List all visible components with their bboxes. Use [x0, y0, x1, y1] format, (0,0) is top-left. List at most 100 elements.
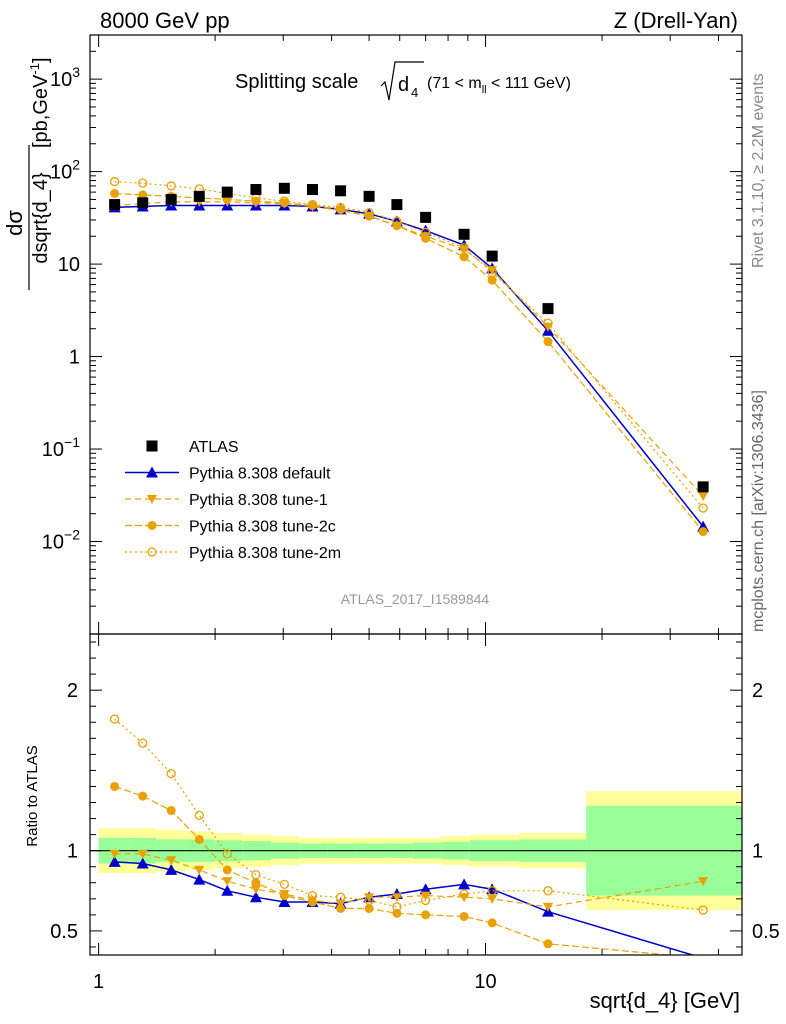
y-tick-label: 10−1	[42, 434, 80, 461]
ratio-point-tune2m	[459, 889, 469, 899]
title-range: (71 < mll < 111 GeV)	[427, 75, 571, 96]
main-point-tune2c	[459, 252, 469, 262]
ratio-point-tune2c	[459, 911, 469, 921]
main-point-atlas	[109, 199, 121, 211]
main-plot	[108, 176, 710, 537]
main-point-atlas	[420, 211, 432, 223]
ratio-point-default	[458, 878, 471, 890]
legend-entry-tune2c: Pythia 8.308 tune-2c	[125, 519, 336, 536]
ratio-point-tune2m	[279, 879, 290, 890]
ratio-series-tune2m	[109, 714, 708, 915]
ylabel-top: dσ	[2, 210, 27, 236]
main-point-atlas	[221, 186, 233, 198]
main-point-atlas	[542, 303, 554, 315]
ratio-point-tune2c	[336, 903, 346, 913]
ratio-point-tune2m	[543, 886, 553, 896]
main-series-atlas	[109, 182, 709, 493]
ratio-point-tune1	[391, 893, 402, 903]
ratio-point-tune2c	[110, 781, 120, 791]
ratio-y-tick-label: 1	[67, 841, 78, 863]
main-point-atlas	[486, 250, 498, 262]
ratio-point-tune1	[542, 902, 553, 912]
ratio-point-tune2c	[392, 908, 402, 918]
legend-marker-default	[146, 466, 158, 478]
ratio-point-default	[249, 891, 262, 903]
ratio-point-tune2m	[251, 870, 261, 880]
main-point-tune2m	[109, 176, 120, 187]
main-point-atlas	[306, 184, 318, 196]
ratio-point-default	[165, 863, 178, 875]
legend-entry-atlas: ATLAS	[146, 439, 239, 456]
ratio-point-default	[193, 873, 206, 885]
main-frame	[89, 34, 743, 635]
main-point-atlas	[193, 190, 205, 202]
main-series-tune2c	[110, 188, 708, 537]
legend-marker-tune2m	[147, 547, 157, 557]
legend-marker-tune2c	[147, 521, 157, 530]
y-tick-label: 103	[50, 64, 80, 91]
mcplots-label: mcplots.cern.ch [arXiv:1306.3436]	[750, 390, 767, 632]
ratio-point-tune1	[166, 856, 177, 866]
ratio-point-tune1	[364, 893, 375, 903]
x-tick-label: 1	[93, 971, 104, 993]
ratio-point-tune2c	[543, 939, 553, 949]
ratio-point-tune1	[222, 877, 233, 887]
y-tick-label: 10	[58, 254, 80, 276]
main-point-tune2c	[698, 527, 708, 537]
ratio-point-tune2c	[279, 891, 289, 901]
ratio-point-tune2c	[487, 918, 497, 928]
ratio-point-tune2m	[335, 892, 346, 902]
ratio-point-default	[136, 857, 149, 869]
ratio-point-tune2m	[392, 902, 402, 912]
main-point-tune2m	[307, 199, 318, 210]
y-tick-label: 1	[69, 347, 80, 369]
main-point-tune1	[698, 492, 709, 502]
y-tick-label: 102	[50, 157, 80, 184]
ratio-line-tune2c	[114, 785, 676, 955]
ratio-point-tune2m	[420, 895, 431, 906]
legend-label-tune2m: Pythia 8.308 tune-2m	[189, 545, 341, 562]
main-point-tune2c	[110, 188, 120, 198]
main-point-tune2c	[138, 190, 148, 200]
main-point-tune2c	[251, 196, 261, 206]
ratio-point-tune1	[487, 894, 498, 904]
ratio-point-default	[108, 855, 121, 867]
x-tick-label: 10	[474, 971, 496, 993]
ratio-point-tune2c	[138, 791, 148, 801]
legend-marker-atlas	[146, 440, 158, 452]
legend-label-default: Pythia 8.308 default	[189, 466, 331, 483]
main-point-tune2c	[543, 337, 553, 347]
main-point-tune1	[487, 266, 498, 276]
ratio-y-tick-label-right: 1	[752, 841, 763, 863]
ratio-point-default	[221, 884, 234, 896]
title-sqrt-symbol: d 4	[380, 61, 424, 101]
ratio-uncertainty-bands	[90, 791, 742, 911]
ratio-point-default	[419, 883, 432, 895]
main-point-atlas	[335, 185, 347, 197]
ratio-point-tune2c	[166, 806, 176, 816]
main-series-tune2m	[109, 176, 708, 513]
ratio-line-tune2m	[114, 718, 704, 911]
main-point-tune2c	[487, 275, 497, 285]
ratio-line-tune1	[114, 853, 704, 908]
legend-label-tune1: Pythia 8.308 tune-1	[189, 492, 328, 509]
main-point-atlas	[363, 190, 375, 202]
ratio-point-tune2c	[307, 897, 317, 907]
legend-label-atlas: ATLAS	[189, 439, 239, 456]
legend-entry-tune2m: Pythia 8.308 tune-2m	[125, 545, 341, 562]
ratio-point-tune2m	[222, 849, 232, 859]
legend-entry-default: Pythia 8.308 default	[125, 466, 331, 483]
ratio-point-tune2m	[487, 886, 497, 896]
ratio-y-tick-label: 2	[67, 680, 78, 702]
main-point-tune2m	[279, 196, 290, 206]
ratio-point-tune2c	[194, 834, 204, 844]
main-point-tune2m	[543, 318, 553, 328]
y-tick-label: 10−2	[42, 527, 80, 554]
ratio-point-tune2m	[194, 810, 204, 821]
ratio-point-tune2c	[421, 910, 431, 920]
ratio-point-tune1	[250, 885, 261, 895]
main-point-tune2m	[698, 503, 708, 513]
main-point-tune2m	[138, 178, 148, 188]
main-point-atlas	[278, 182, 290, 194]
main-line-tune2m	[114, 181, 704, 509]
